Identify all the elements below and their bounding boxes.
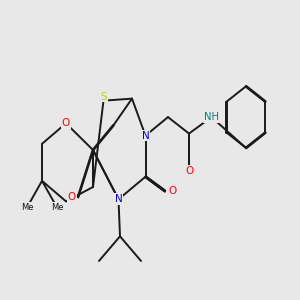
Text: Me: Me [51, 203, 63, 212]
Text: O: O [68, 192, 76, 202]
Text: S: S [100, 92, 107, 102]
Text: NH: NH [204, 112, 219, 122]
Text: O: O [62, 118, 70, 128]
Text: N: N [142, 130, 149, 141]
Text: Me: Me [21, 203, 33, 212]
Text: O: O [185, 166, 193, 176]
Text: N: N [115, 194, 122, 204]
Text: O: O [168, 186, 177, 196]
